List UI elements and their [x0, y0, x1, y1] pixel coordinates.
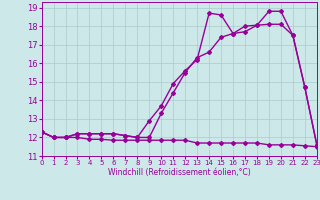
X-axis label: Windchill (Refroidissement éolien,°C): Windchill (Refroidissement éolien,°C) [108, 168, 251, 177]
